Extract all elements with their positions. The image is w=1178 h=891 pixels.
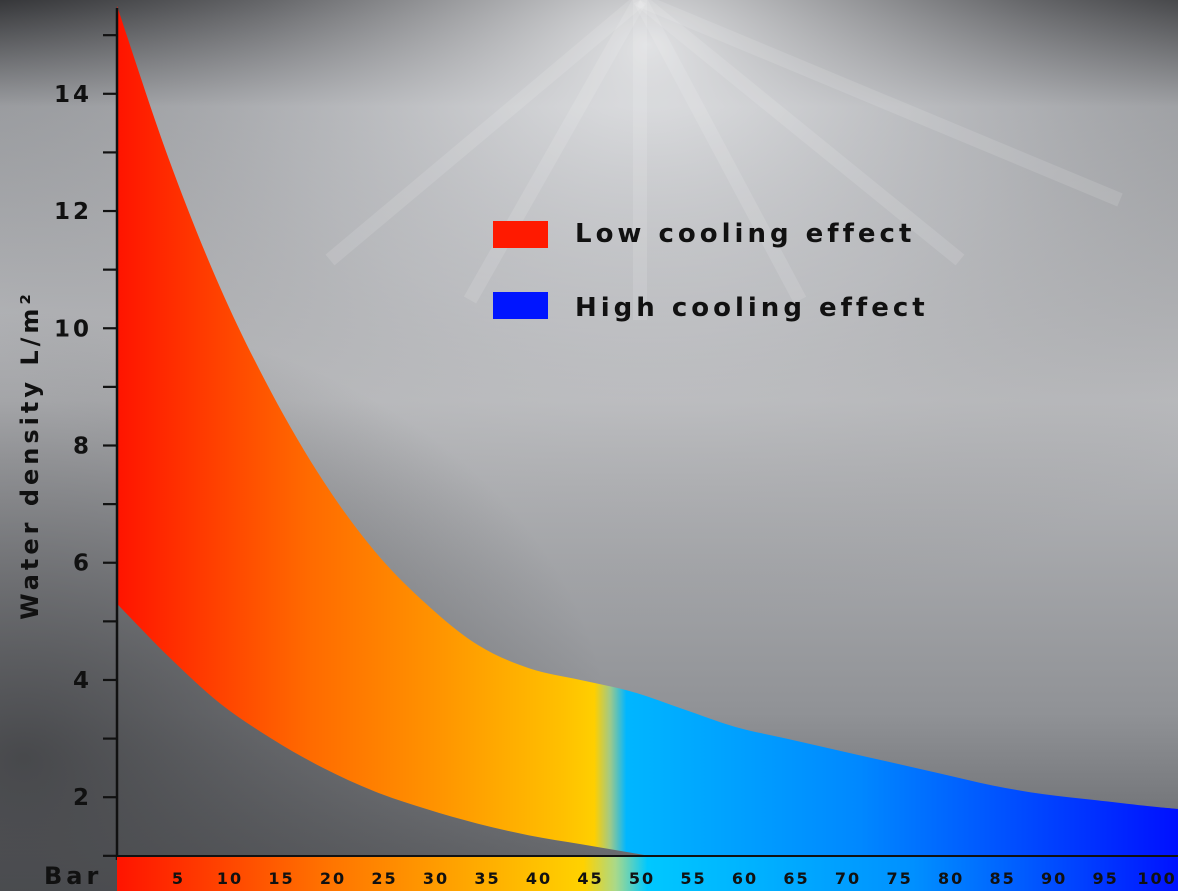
x-tick-label: 50	[629, 869, 655, 888]
x-tick-label: 15	[268, 869, 294, 888]
legend: Low cooling effect High cooling effect	[493, 219, 929, 323]
legend-swatch-high	[493, 292, 548, 319]
x-tick-label: 80	[938, 869, 964, 888]
x-tick-label: 70	[835, 869, 861, 888]
x-tick-label: 95	[1092, 869, 1118, 888]
x-tick-label: 45	[577, 869, 603, 888]
x-tick-label: 25	[371, 869, 397, 888]
pressure-strip	[117, 856, 1178, 891]
x-tick-label: 100	[1137, 869, 1176, 888]
x-axis-title: Bar	[44, 862, 102, 890]
legend-swatch-low	[493, 221, 548, 248]
spray-streaks	[325, 0, 1123, 320]
x-tick-label: 40	[526, 869, 552, 888]
x-tick-label: 30	[423, 869, 449, 888]
x-tick-label: 60	[732, 869, 758, 888]
x-tick-label: 90	[1041, 869, 1067, 888]
x-tick-label: 5	[172, 869, 185, 888]
x-tick-label: 20	[320, 869, 346, 888]
y-tick-label: 12	[54, 199, 92, 225]
y-tick-label: 10	[54, 316, 92, 342]
y-axis-ticks: 2 4 6 8 10 12 14	[54, 34, 117, 857]
y-tick-label: 8	[73, 434, 92, 460]
x-tick-label: 85	[989, 869, 1015, 888]
water-density-band	[117, 5, 1178, 877]
y-tick-label: 4	[73, 668, 92, 694]
x-axis-ticks: 5 10 15 20 25 30 35 40 45 50 55 60 65 70 75 80 85 90 95 100	[172, 869, 1176, 888]
y-tick-label: 14	[54, 82, 92, 108]
x-tick-label: 10	[217, 869, 243, 888]
x-tick-label: 55	[680, 869, 706, 888]
x-tick-label: 75	[886, 869, 912, 888]
legend-label-low: Low cooling effect	[575, 219, 915, 249]
y-tick-label: 2	[73, 785, 92, 811]
x-tick-label: 65	[783, 869, 809, 888]
legend-label-high: High cooling effect	[575, 293, 929, 323]
y-axis-title: Water density L/m²	[16, 290, 44, 620]
y-tick-label: 6	[73, 551, 92, 577]
x-tick-label: 35	[474, 869, 500, 888]
